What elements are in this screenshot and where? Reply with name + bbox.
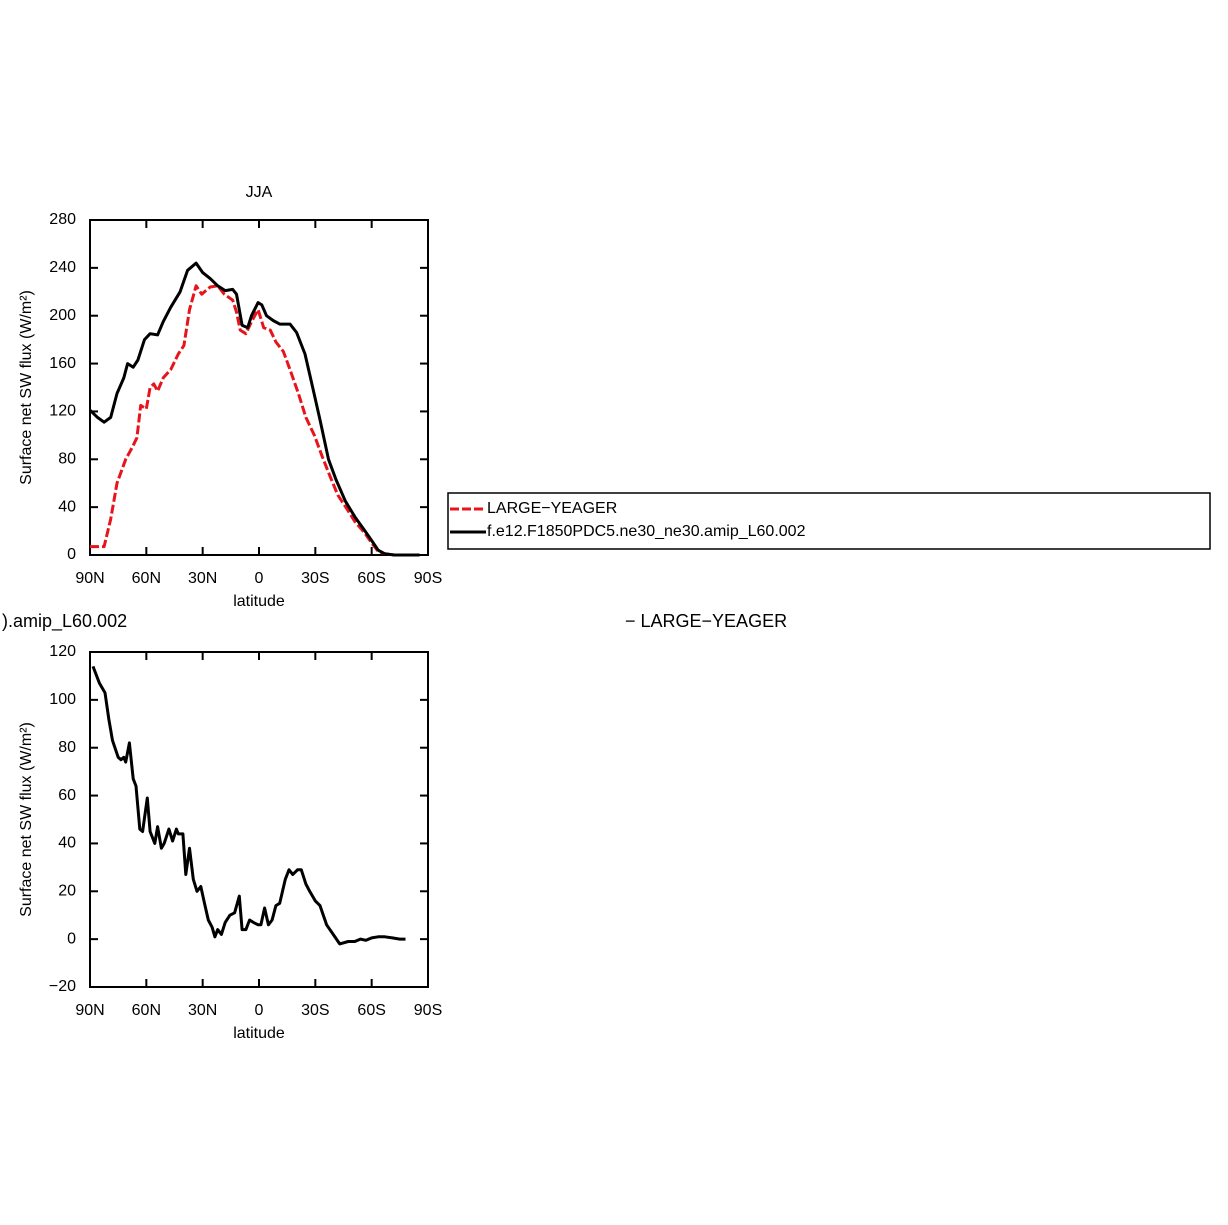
y-tick-label: 100	[49, 691, 76, 708]
y-tick-label: 240	[49, 259, 76, 276]
y-tick-label: 40	[58, 498, 76, 515]
legend-box	[447, 492, 1211, 550]
x-tick-label: 60N	[132, 1002, 161, 1019]
y-tick-label: 60	[58, 787, 76, 804]
right-title: − LARGE−YEAGER	[625, 611, 787, 631]
y-tick-label: 120	[49, 643, 76, 660]
x-tick-label: 30S	[301, 1002, 329, 1019]
y-tick-label: 120	[49, 403, 76, 420]
y-tick-label: 200	[49, 307, 76, 324]
y-axis-label: Surface net SW flux (W/m²)	[18, 722, 35, 917]
x-tick-label: 60S	[357, 570, 385, 587]
x-tick-label: 60N	[132, 570, 161, 587]
legend-label: LARGE−YEAGER	[487, 500, 617, 517]
data-line	[88, 261, 420, 557]
data-line	[90, 284, 410, 557]
x-tick-label: 60S	[357, 1002, 385, 1019]
y-tick-label: 160	[49, 355, 76, 372]
y-axis-label: Surface net SW flux (W/m²)	[18, 290, 35, 485]
x-axis-label: latitude	[233, 1025, 285, 1042]
x-tick-label: 0	[255, 570, 264, 587]
chart-title: JJA	[246, 184, 273, 201]
x-axis-label: latitude	[233, 593, 285, 610]
x-tick-label: 30N	[188, 570, 217, 587]
y-tick-label: 20	[58, 883, 76, 900]
data-line	[91, 665, 406, 946]
x-tick-label: 90S	[414, 570, 442, 587]
x-tick-label: 90S	[414, 1002, 442, 1019]
y-tick-label: 280	[49, 211, 76, 228]
x-tick-label: 0	[255, 1002, 264, 1019]
x-tick-label: 90N	[75, 1002, 104, 1019]
x-tick-label: 30S	[301, 570, 329, 587]
y-tick-label: 80	[58, 739, 76, 756]
left-title: ).amip_L60.002	[2, 611, 127, 632]
x-tick-label: 30N	[188, 1002, 217, 1019]
x-tick-label: 90N	[75, 570, 104, 587]
y-tick-label: −20	[49, 978, 76, 995]
y-tick-label: 0	[67, 546, 76, 563]
y-tick-label: 40	[58, 835, 76, 852]
legend-label: f.e12.F1850PDC5.ne30_ne30.amip_L60.002	[487, 523, 806, 540]
y-tick-label: 0	[67, 930, 76, 947]
y-tick-label: 80	[58, 451, 76, 468]
plot-frame	[89, 219, 429, 556]
